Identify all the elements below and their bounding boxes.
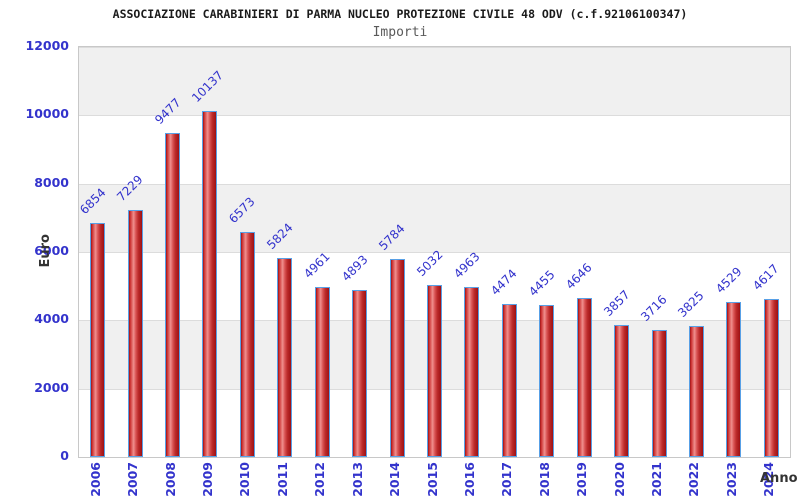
plot-area: 6854 7229 9477 10137 6573 5824 4961 4893 5784 503… [77, 46, 791, 458]
bar-2022 [688, 326, 704, 457]
y-tick-label: 12000 [25, 38, 70, 53]
x-tick-label: 2021 [649, 462, 665, 497]
y-tick-label: 0 [60, 448, 69, 463]
x-tick-label: 2012 [312, 462, 328, 497]
bar-2019 [576, 298, 592, 457]
x-tick-label: 2007 [125, 462, 141, 497]
bar-2024 [763, 299, 779, 457]
x-tick-label: 2018 [536, 462, 552, 497]
x-tick-label: 2020 [611, 462, 627, 497]
y-axis: 0 2000 4000 6000 8000 10000 12000 [0, 38, 73, 463]
x-axis-title: Anno [760, 471, 798, 486]
y-tick-label: 8000 [34, 174, 69, 190]
gridline [79, 115, 790, 117]
bar-2008 [165, 133, 181, 457]
y-tick-label: 10000 [25, 106, 70, 122]
bar-2017 [501, 304, 517, 457]
x-tick-label: 2013 [349, 462, 365, 497]
x-axis: 2006 2007 2008 2009 2010 2011 2012 2013 2014 2015… [78, 459, 789, 499]
y-tick-label: 4000 [34, 311, 69, 327]
bar-2006 [90, 223, 106, 457]
bar-2012 [314, 287, 330, 457]
bar-2013 [352, 290, 368, 457]
bar-2016 [464, 287, 480, 457]
plot-band [79, 115, 790, 184]
gridline [79, 47, 790, 48]
bar-2021 [651, 330, 667, 457]
gridline [79, 252, 790, 253]
y-tick-label: 2000 [34, 379, 69, 395]
bar-2009 [202, 111, 218, 457]
bar-2023 [726, 302, 742, 457]
bar-2011 [277, 258, 293, 457]
bar-2015 [427, 285, 442, 457]
x-tick-label: 2017 [499, 462, 515, 497]
x-tick-label: 2022 [686, 462, 702, 497]
plot-band [79, 183, 790, 252]
x-tick-label: 2006 [87, 462, 103, 497]
bar-2010 [239, 232, 255, 457]
x-tick-label: 2010 [237, 462, 253, 497]
x-tick-label: 2011 [274, 462, 290, 497]
chart-title: ASSOCIAZIONE CARABINIERI DI PARMA NUCLEO… [112, 7, 688, 21]
x-tick-label: 2009 [199, 462, 215, 497]
x-tick-label: 2019 [574, 462, 590, 497]
y-tick-label: 6000 [34, 243, 69, 258]
x-tick-label: 2023 [723, 462, 739, 497]
x-tick-label: 2008 [162, 462, 178, 497]
gridline [79, 183, 790, 185]
bar-2007 [127, 210, 143, 457]
x-tick-label: 2016 [461, 462, 477, 497]
x-tick-label: 2014 [387, 462, 403, 497]
bar-2020 [614, 325, 630, 457]
x-tick-label: 2015 [424, 462, 440, 497]
y-axis-title: Euro [38, 234, 53, 268]
chart-subtitle: Importi [372, 25, 428, 40]
bar-2018 [539, 305, 555, 457]
plot-band [79, 47, 790, 116]
bar-2014 [389, 259, 405, 457]
